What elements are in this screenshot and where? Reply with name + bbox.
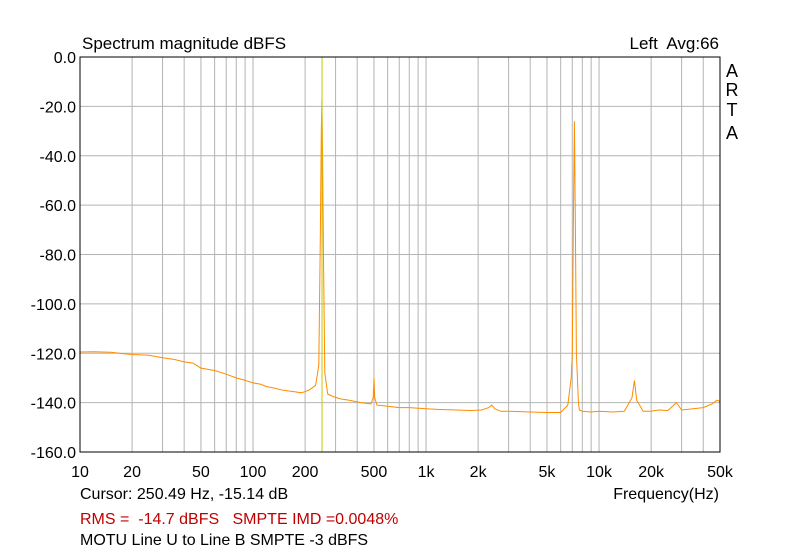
x-tick-label: 10 xyxy=(71,464,89,481)
measurement-readout: RMS = -14.7 dBFS SMPTE IMD =0.0048% xyxy=(80,511,399,528)
y-tick-label: 0.0 xyxy=(54,50,76,67)
arta-letter-4: A xyxy=(726,123,738,143)
y-tick-label: -20.0 xyxy=(40,99,77,116)
x-tick-label: 200 xyxy=(292,464,319,481)
arta-letter-2: R xyxy=(726,80,739,100)
x-tick-label: 100 xyxy=(240,464,267,481)
x-tick-label: 50 xyxy=(192,464,210,481)
x-tick-labels: 10 20 50 100 200 500 1k 2k 5k 10k 20k 50k xyxy=(71,464,734,481)
x-tick-label: 500 xyxy=(361,464,388,481)
spectrum-trace xyxy=(79,98,721,413)
y-tick-label: -140.0 xyxy=(31,396,76,413)
y-tick-label: -40.0 xyxy=(40,149,77,166)
x-tick-label: 2k xyxy=(470,464,488,481)
grid xyxy=(80,57,720,452)
y-tick-labels: 0.0 -20.0 -40.0 -60.0 -80.0 -100.0 -120.0 -140.… xyxy=(31,50,76,462)
x-tick-label: 20k xyxy=(638,464,665,481)
y-tick-label: -100.0 xyxy=(31,297,76,314)
channel-info: Left Avg:66 xyxy=(630,34,719,53)
measurement-description: MOTU Line U to Line B SMPTE -3 dBFS xyxy=(80,532,369,549)
plot-frame xyxy=(79,56,721,453)
y-tick-label: -60.0 xyxy=(40,198,77,215)
x-tick-label: 50k xyxy=(707,464,734,481)
cursor-readout: Cursor: 250.49 Hz, -15.14 dB xyxy=(80,486,289,503)
x-axis-label: Frequency(Hz) xyxy=(613,486,719,503)
x-tick-label: 10k xyxy=(586,464,613,481)
arta-letter-3: T xyxy=(727,100,738,120)
x-tick-label: 20 xyxy=(123,464,141,481)
y-tick-label: -80.0 xyxy=(40,248,77,265)
x-tick-label: 5k xyxy=(539,464,557,481)
x-tick-label: 1k xyxy=(418,464,436,481)
chart-title: Spectrum magnitude dBFS xyxy=(82,34,286,53)
arta-letter-1: A xyxy=(726,61,738,81)
y-tick-label: -120.0 xyxy=(31,346,76,363)
y-tick-label: -160.0 xyxy=(31,445,76,462)
